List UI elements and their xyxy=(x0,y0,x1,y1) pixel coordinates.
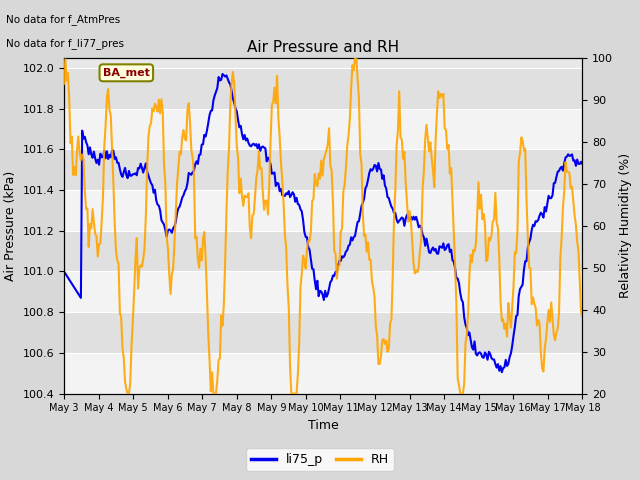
Legend: li75_p, RH: li75_p, RH xyxy=(246,448,394,471)
Bar xyxy=(64,231,582,271)
Text: BA_met: BA_met xyxy=(103,68,150,78)
Text: No data for f_AtmPres: No data for f_AtmPres xyxy=(6,14,121,25)
Title: Air Pressure and RH: Air Pressure and RH xyxy=(247,40,399,55)
Y-axis label: Air Pressure (kPa): Air Pressure (kPa) xyxy=(4,170,17,281)
Bar xyxy=(64,271,582,312)
Y-axis label: Relativity Humidity (%): Relativity Humidity (%) xyxy=(619,153,632,298)
Bar xyxy=(64,353,582,394)
Bar xyxy=(64,312,582,353)
Text: No data for f_li77_pres: No data for f_li77_pres xyxy=(6,38,124,49)
Bar xyxy=(64,190,582,231)
X-axis label: Time: Time xyxy=(308,419,339,432)
Bar xyxy=(64,149,582,190)
Bar xyxy=(64,68,582,108)
Bar xyxy=(64,108,582,149)
